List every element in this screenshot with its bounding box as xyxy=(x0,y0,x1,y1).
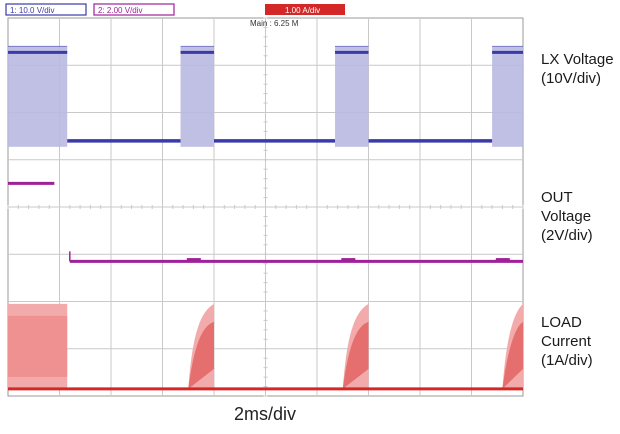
load-current-pulse xyxy=(342,303,369,389)
lx-switching-burst xyxy=(8,46,68,147)
oscilloscope-display: 1: 10.0 V/div 2: 2.00 V/div 1.00 A/div M… xyxy=(5,3,524,397)
lx-switching-burst xyxy=(492,46,523,147)
trigger-readout-box xyxy=(265,4,345,15)
load-current-pulse xyxy=(502,303,523,389)
oscilloscope-screen: 1: 10.0 V/div 2: 2.00 V/div 1.00 A/div M… xyxy=(5,3,524,397)
load-current-label: LOAD Current (1A/div) xyxy=(541,314,593,369)
load-current-pulse xyxy=(188,303,214,389)
load-current-pulse-core xyxy=(502,321,523,389)
timebase-label: 2ms/div xyxy=(233,404,296,424)
ch2-readout-box xyxy=(93,3,175,16)
ch2-readout: 2: 2.00 V/div xyxy=(98,6,142,15)
main-timebase-readout: Main : 6.25 M xyxy=(250,19,299,28)
lx-switching-burst xyxy=(180,46,214,147)
lx-switching-burst xyxy=(335,46,369,147)
load-current-pulse-core xyxy=(188,321,214,389)
lx-voltage-label: LX Voltage (10V/div) xyxy=(541,51,614,87)
ch1-readout: 1: 10.0 V/div xyxy=(10,6,54,15)
load-current-pulse-core xyxy=(342,321,369,389)
trigger-readout: 1.00 A/div xyxy=(285,6,320,15)
out-voltage-label: OUT Voltage (2V/div) xyxy=(541,189,593,244)
load-current-pulse-core xyxy=(8,315,68,377)
ch1-readout-box xyxy=(5,3,87,16)
